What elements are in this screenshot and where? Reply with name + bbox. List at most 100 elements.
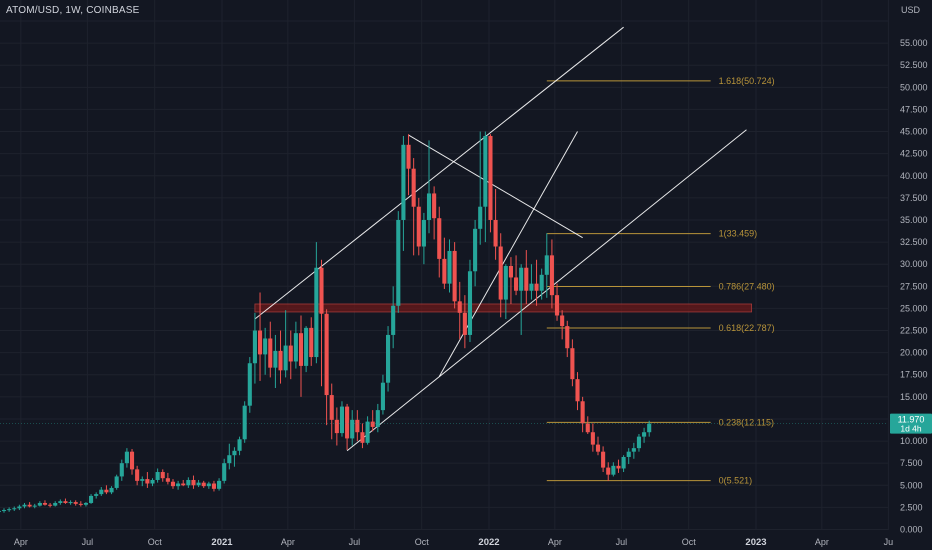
candle-body [242, 405, 247, 440]
candle-body [355, 419, 360, 433]
candle [217, 478, 222, 491]
candle [196, 479, 201, 488]
candle-body [63, 501, 68, 503]
y-tick-label: 25.000 [900, 303, 928, 313]
candle-body [529, 283, 534, 291]
candle-body [288, 345, 293, 362]
resistance-zone-box [254, 303, 753, 313]
candle [278, 330, 283, 384]
candle [63, 498, 68, 504]
candle [339, 401, 345, 437]
symbol-title[interactable]: ATOM/USD, 1W, COINBASE [6, 5, 140, 16]
candle-body [186, 479, 191, 486]
candle-body [514, 277, 519, 291]
candle [360, 423, 365, 449]
candle-body [636, 436, 642, 449]
candle-body [99, 489, 104, 495]
candlestick-series [0, 131, 652, 513]
candle [140, 476, 145, 487]
candle [565, 320, 570, 358]
candle-body [339, 406, 345, 434]
candle-body [252, 330, 257, 364]
candle-body [237, 439, 242, 451]
candle-body [135, 469, 140, 481]
candle [329, 383, 334, 440]
candle-body [309, 327, 314, 358]
x-tick-label: Apr [815, 537, 829, 547]
candle-body [544, 255, 549, 275]
candle [386, 326, 391, 392]
fib-level-label: 0.238(12.115) [719, 417, 774, 427]
candle [227, 443, 232, 470]
candle-body [473, 228, 478, 272]
candle-body [83, 502, 88, 505]
candle [99, 487, 104, 496]
candle-body [519, 267, 524, 291]
last-price-countdown: 1d 4h [900, 424, 922, 434]
candle [391, 286, 396, 349]
candle [201, 480, 206, 488]
candle [370, 410, 375, 432]
candle-body [391, 305, 396, 335]
candle-body [78, 503, 83, 505]
candle-body [109, 487, 114, 493]
candle [473, 219, 478, 287]
candle [109, 486, 114, 495]
candle-body [324, 313, 329, 396]
candle-body [350, 419, 355, 439]
x-tick-label: 2023 [745, 537, 766, 548]
candle-body [590, 432, 595, 445]
y-tick-label: 20.000 [900, 348, 928, 358]
candle [350, 410, 355, 446]
candle-body [508, 265, 513, 278]
candle-body [467, 271, 473, 335]
candle-body [22, 504, 27, 507]
candle [32, 503, 37, 509]
candle-body [437, 218, 442, 259]
y-tick-label: 32.500 [900, 237, 928, 247]
trendline [438, 131, 578, 377]
candle [442, 237, 447, 289]
candle-body [104, 489, 109, 493]
candle [375, 403, 380, 433]
candle [411, 158, 416, 256]
candle [155, 468, 160, 483]
y-tick-label: 50.000 [900, 82, 928, 92]
candle [529, 264, 534, 300]
x-tick-label: Jul [349, 537, 361, 547]
candle [498, 233, 503, 318]
candle [524, 250, 529, 304]
y-tick-label: 30.000 [900, 259, 928, 269]
candle [89, 494, 94, 504]
candle [68, 500, 73, 505]
resistance-zone [254, 303, 753, 313]
y-tick-label: 15.000 [900, 392, 928, 402]
candle [1, 508, 7, 513]
candle-body [165, 478, 170, 482]
candle [508, 257, 513, 304]
candle-body [406, 144, 411, 169]
candle [124, 448, 129, 468]
y-tick-label: 17.500 [900, 370, 928, 380]
time-axis[interactable]: Apr Jul Oct 2021 Apr Jul Oct 2022 Apr Jul Oct 2023 A… [14, 537, 893, 548]
y-tick-label: 42.500 [900, 149, 928, 159]
candle [642, 427, 647, 443]
candle [539, 268, 544, 300]
y-tick-label: 7.500 [900, 458, 923, 468]
candle-body [360, 432, 365, 443]
candle-body [606, 467, 611, 475]
candle-body [432, 193, 437, 219]
candle-body [27, 504, 32, 507]
candle [595, 436, 601, 456]
x-tick-label: Apr [548, 537, 562, 547]
candle [263, 327, 268, 375]
candle [636, 433, 642, 452]
candle [544, 233, 549, 298]
candle [78, 501, 83, 507]
candle-body [447, 250, 452, 284]
y-tick-label: 2.500 [900, 502, 923, 512]
candle [73, 500, 78, 506]
candle-body [575, 379, 580, 402]
